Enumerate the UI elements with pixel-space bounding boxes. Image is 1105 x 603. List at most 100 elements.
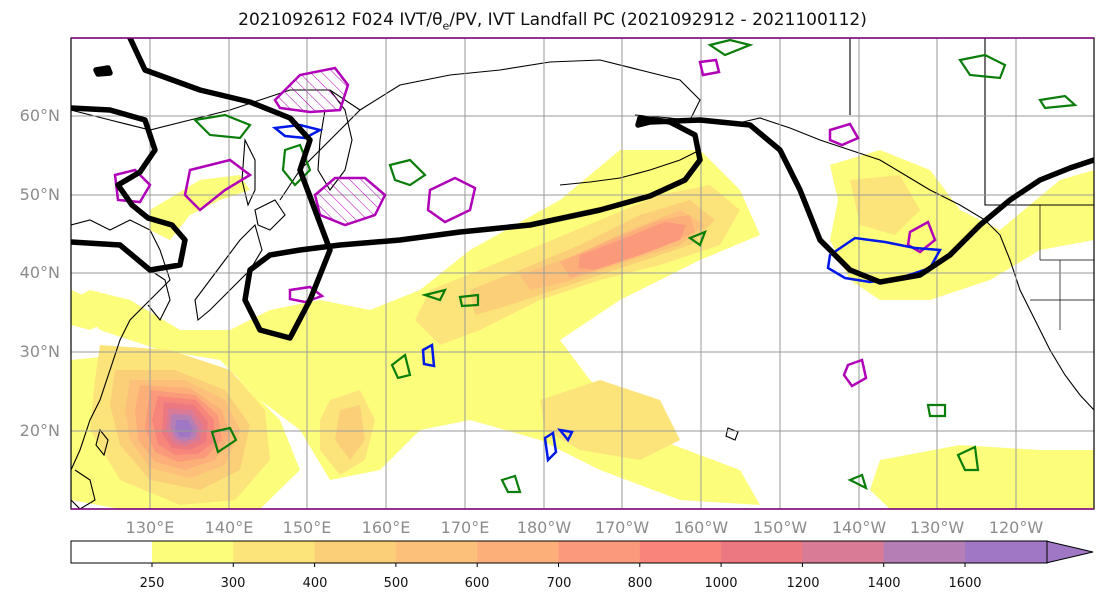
lon-label-130e: 130°E bbox=[125, 518, 175, 537]
theta-e-contour bbox=[210, 426, 238, 454]
pc-contour-line bbox=[127, 38, 1094, 341]
theta-e-contour bbox=[192, 113, 252, 140]
colorbar-tick-label: 1200 bbox=[786, 576, 820, 591]
colorbar-tick-label: 400 bbox=[302, 576, 328, 591]
coastline-aleutians bbox=[559, 149, 701, 186]
coastline-korea bbox=[147, 269, 171, 322]
lon-label-150w: 150°W bbox=[752, 518, 808, 537]
pc-contour-line bbox=[71, 105, 188, 273]
colorbar-segment bbox=[233, 541, 316, 563]
ivt-fill-700 bbox=[578, 222, 686, 270]
colorbar-tick-label: 500 bbox=[383, 576, 409, 591]
colorbar-segment bbox=[152, 541, 234, 563]
pv-contour-magenta bbox=[426, 176, 477, 224]
lon-label-170e: 170°E bbox=[440, 518, 490, 537]
lon-label-130w: 130°W bbox=[909, 518, 965, 537]
state-borders bbox=[1030, 205, 1094, 330]
coastline-hokkaido bbox=[254, 199, 286, 231]
ivt-fill-400 bbox=[335, 405, 365, 460]
pv-contour-magenta bbox=[113, 168, 152, 204]
colorbar-segment bbox=[883, 541, 966, 563]
theta-e-contour bbox=[421, 288, 480, 308]
coastline-sakhalin bbox=[241, 137, 256, 207]
pv-contour-magenta bbox=[273, 66, 350, 114]
colorbar-segment bbox=[802, 541, 885, 563]
colorbar-tick-label: 800 bbox=[627, 576, 653, 591]
colorbar-segment bbox=[639, 541, 722, 563]
colorbar-tick-label: 1600 bbox=[948, 576, 982, 591]
pv-contour-magenta bbox=[698, 58, 721, 77]
coastline-taiwan bbox=[95, 428, 109, 457]
colorbar-tickmarks bbox=[151, 563, 966, 567]
pv-contour-blue bbox=[556, 428, 574, 443]
theta-subscript: e bbox=[442, 19, 450, 33]
lat-label-60n: 60°N bbox=[19, 106, 60, 125]
graticule bbox=[71, 38, 1094, 509]
lon-label-160e: 160°E bbox=[361, 518, 411, 537]
theta-e-contour bbox=[500, 474, 522, 494]
lon-label-120w: 120°W bbox=[988, 518, 1044, 537]
pv-contours bbox=[113, 58, 943, 463]
colorbar-tick-label: 300 bbox=[220, 576, 246, 591]
lon-label-160w: 160°W bbox=[673, 518, 729, 537]
colorbar-segment bbox=[395, 541, 478, 563]
colorbar-extend-segment bbox=[965, 541, 1093, 563]
lat-label-40n: 40°N bbox=[19, 263, 60, 282]
colorbar-segment bbox=[721, 541, 803, 563]
lat-label-30n: 30°N bbox=[19, 342, 60, 361]
theta-e-contour bbox=[707, 38, 754, 57]
theta-e-contour bbox=[847, 473, 868, 491]
theta-e-contour bbox=[1038, 94, 1078, 110]
theta-symbol: θ bbox=[432, 10, 443, 30]
ivt-fill-300 bbox=[540, 380, 680, 460]
theta-e-contour bbox=[956, 445, 980, 472]
theta-e-contour bbox=[390, 353, 412, 380]
lon-label-140e: 140°E bbox=[204, 518, 254, 537]
colorbar-segment bbox=[558, 541, 641, 563]
colorbar-tick-label: 700 bbox=[546, 576, 572, 591]
pv-contour-magenta bbox=[313, 176, 387, 227]
title-suffix: /PV, IVT Landfall PC (2021092912 - 20211… bbox=[449, 10, 867, 30]
ivt-fill-300 bbox=[850, 175, 920, 235]
colorbar-under-segment bbox=[71, 541, 152, 563]
ivt-fill-250 bbox=[71, 290, 110, 330]
colorbar-extend-arrow-outline bbox=[1045, 540, 1094, 564]
pv-contour-magenta bbox=[842, 358, 868, 388]
colorbar-segments bbox=[152, 541, 1093, 563]
ivt-fill-250 bbox=[870, 445, 1094, 509]
colorbar-tick-label: 600 bbox=[464, 576, 490, 591]
lon-label-180w: 180°W bbox=[516, 518, 572, 537]
lat-label-20n: 20°N bbox=[19, 421, 60, 440]
colorbar-tick-label: 250 bbox=[139, 576, 165, 591]
pv-contour-blue bbox=[421, 342, 436, 368]
map-title: 2021092612 F024 IVT/θe/PV, IVT Landfall … bbox=[0, 10, 1105, 32]
pv-contour-magenta bbox=[906, 220, 937, 254]
theta-e-contour bbox=[388, 158, 427, 187]
coastline-philippines bbox=[71, 469, 96, 509]
lat-label-50n: 50°N bbox=[19, 185, 60, 204]
pv-contour-magenta bbox=[828, 122, 860, 147]
border-canada-us bbox=[849, 38, 1094, 206]
colorbar-tick-label: 1000 bbox=[704, 576, 738, 591]
pv-contour-magenta bbox=[288, 285, 325, 304]
pc-contour-line bbox=[93, 65, 113, 77]
coastline-japan bbox=[194, 223, 263, 322]
pv-contour-blue bbox=[543, 430, 558, 463]
colorbar bbox=[70, 540, 1094, 567]
theta-e-contour bbox=[926, 403, 947, 418]
title-prefix: 2021092612 F024 IVT/ bbox=[238, 10, 433, 30]
ivt-shading bbox=[71, 150, 1094, 509]
pv-contour-magenta bbox=[183, 158, 253, 212]
pc-contours bbox=[71, 38, 1094, 341]
coastline-siberia bbox=[359, 59, 701, 121]
lon-label-170w: 170°W bbox=[594, 518, 650, 537]
theta-e-contour bbox=[687, 230, 707, 247]
theta-e-contour bbox=[958, 53, 1007, 80]
colorbar-segment bbox=[477, 541, 559, 563]
colorbar-tick-label: 1400 bbox=[867, 576, 901, 591]
ivt-fill-1600 bbox=[175, 420, 193, 437]
lon-label-140w: 140°W bbox=[831, 518, 887, 537]
colorbar-segment bbox=[314, 541, 397, 563]
lon-label-150e: 150°E bbox=[282, 518, 332, 537]
